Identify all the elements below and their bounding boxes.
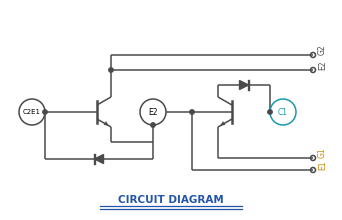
Circle shape <box>140 99 166 125</box>
Circle shape <box>109 68 113 72</box>
Polygon shape <box>94 154 104 163</box>
Text: E2: E2 <box>148 108 158 117</box>
Text: E2: E2 <box>318 61 327 70</box>
Circle shape <box>270 99 296 125</box>
Text: E1: E1 <box>318 161 327 170</box>
Text: C1: C1 <box>278 108 288 117</box>
Text: G1: G1 <box>318 147 327 158</box>
Circle shape <box>190 110 194 114</box>
Text: G2: G2 <box>318 44 327 55</box>
Text: CIRCUIT DIAGRAM: CIRCUIT DIAGRAM <box>118 195 224 205</box>
Polygon shape <box>239 81 249 90</box>
Circle shape <box>43 110 47 114</box>
Circle shape <box>268 110 272 114</box>
Circle shape <box>19 99 45 125</box>
Text: C2E1: C2E1 <box>23 109 41 115</box>
Circle shape <box>151 123 155 127</box>
